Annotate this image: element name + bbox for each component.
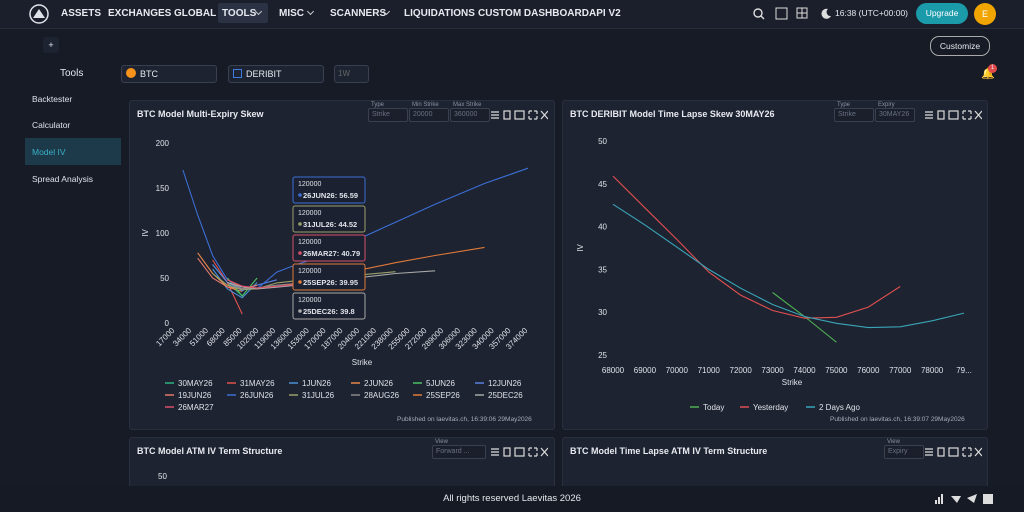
panel-icons bbox=[924, 445, 983, 458]
period-select[interactable]: 1W bbox=[334, 65, 369, 83]
credit: Published on laevitas.ch, 16:39:07 29May… bbox=[830, 416, 965, 423]
control-value[interactable]: Forward ... bbox=[432, 445, 486, 459]
asset-select[interactable]: BTC bbox=[121, 65, 217, 83]
icons[interactable] bbox=[924, 110, 983, 121]
nav-item[interactable]: API V2 bbox=[589, 8, 621, 19]
exchange-value: DERIBIT bbox=[246, 69, 282, 79]
credit: Published on laevitas.ch, 16:39:06 29May… bbox=[397, 416, 532, 423]
nav-item[interactable]: GLOBAL bbox=[174, 8, 217, 19]
nav-item[interactable]: EXCHANGES bbox=[108, 8, 172, 19]
control-label: Type bbox=[371, 102, 385, 108]
sidebar-item[interactable]: Model IV bbox=[32, 147, 66, 157]
control-label: Max Strike bbox=[453, 102, 482, 108]
y-tick-label: 50 bbox=[158, 472, 167, 481]
control-label: Expiry bbox=[878, 102, 895, 108]
chevron bbox=[306, 7, 315, 16]
panel-title: BTC Model Multi-Expiry Skew bbox=[137, 109, 264, 119]
nav-item[interactable]: CUSTOM DASHBOARD bbox=[478, 8, 589, 19]
control-value[interactable]: Strike bbox=[368, 108, 408, 122]
control-label: View bbox=[887, 439, 900, 445]
panel-icons bbox=[924, 108, 983, 121]
sidebar-item[interactable]: Backtester bbox=[32, 94, 73, 104]
customize-button[interactable]: Customize bbox=[930, 36, 990, 56]
nav-item[interactable]: LIQUIDATIONS bbox=[404, 8, 475, 19]
logo bbox=[29, 4, 49, 24]
control-value[interactable]: Expiry bbox=[884, 445, 924, 459]
badge: 1 bbox=[988, 64, 997, 73]
avatar[interactable]: E bbox=[974, 3, 996, 25]
asset-value: BTC bbox=[140, 69, 158, 79]
panel-title: BTC DERIBIT Model Time Lapse Skew 30MAY2… bbox=[570, 109, 775, 119]
control-value[interactable]: Strike bbox=[834, 108, 874, 122]
control-label: Type bbox=[837, 102, 851, 108]
control-value[interactable]: 360000 bbox=[450, 108, 490, 122]
sidebar-active bbox=[25, 138, 121, 165]
sidebar-item[interactable]: Spread Analysis bbox=[32, 174, 93, 184]
add-button[interactable]: + bbox=[43, 37, 59, 53]
control-label: Min Strike bbox=[412, 102, 439, 108]
panel-title: BTC Model ATM IV Term Structure bbox=[137, 446, 283, 456]
sidebar-title: Tools bbox=[60, 68, 84, 79]
nav-item[interactable]: MISC bbox=[279, 8, 304, 19]
control-value[interactable]: 30MAY26 bbox=[875, 108, 915, 122]
upgrade-button[interactable]: Upgrade bbox=[916, 3, 968, 24]
sidebar-item[interactable]: Calculator bbox=[32, 120, 71, 130]
social-icons bbox=[935, 494, 993, 504]
control-value[interactable]: 20000 bbox=[409, 108, 449, 122]
nav-bar: ASSETS EXCHANGES GLOBAL TOOLS MISC SCANNERS LI… bbox=[0, 0, 1024, 29]
nav-active bbox=[218, 3, 268, 23]
footer-text: All rights reserved Laevitas 2026 bbox=[443, 493, 581, 504]
panel-icons bbox=[490, 445, 549, 458]
panel bbox=[129, 100, 555, 430]
icons[interactable] bbox=[490, 110, 549, 121]
moon-icon bbox=[821, 8, 831, 19]
nav-icons bbox=[753, 7, 808, 20]
control-label: View bbox=[435, 439, 448, 445]
sidebar: Tools Backtester Calculator Model IV Spr… bbox=[25, 62, 121, 192]
nav-item[interactable]: SCANNERS bbox=[330, 8, 387, 19]
exchange-select[interactable]: DERIBIT bbox=[228, 65, 324, 83]
panel bbox=[562, 100, 988, 430]
clock: 16:38 (UTC+00:00) bbox=[835, 8, 908, 18]
icons[interactable] bbox=[490, 447, 549, 458]
icons[interactable] bbox=[924, 447, 983, 458]
nav-item[interactable]: ASSETS bbox=[61, 8, 102, 19]
panel-title: BTC Model Time Lapse ATM IV Term Structu… bbox=[570, 446, 768, 456]
nav-item[interactable]: TOOLS bbox=[222, 8, 257, 19]
footer: All rights reserved Laevitas 2026 bbox=[0, 486, 1024, 512]
panel-icons bbox=[490, 108, 549, 121]
